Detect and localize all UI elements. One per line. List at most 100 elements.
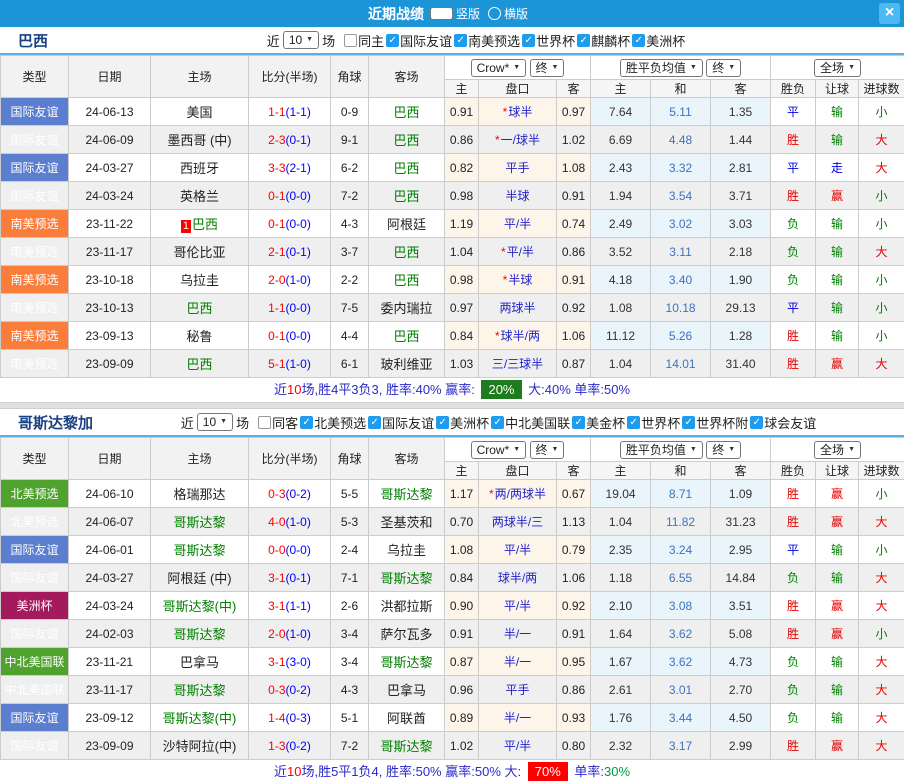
cell-corners: 6-2 [331, 154, 369, 182]
summary-segment: 大: [525, 382, 545, 397]
summary-segment: 20% [481, 380, 521, 399]
summary-segment: 赢率: [442, 382, 479, 397]
checkbox-checked-icon[interactable]: ✓ [454, 34, 467, 47]
filter-checkbox[interactable]: ✓世界杯附 [682, 413, 748, 432]
cell-result-wdl: 负 [771, 704, 816, 732]
filter-checkbox[interactable]: ✓南美预选 [454, 31, 520, 50]
checkbox-checked-icon[interactable]: ✓ [368, 416, 381, 429]
star-marker: * [503, 105, 508, 119]
cell-home-odds: 0.98 [445, 266, 479, 294]
checkbox-checked-icon[interactable]: ✓ [491, 416, 504, 429]
radio-horizontal-icon[interactable] [488, 7, 501, 20]
cell-result-handicap: 输 [816, 536, 859, 564]
filter-checkbox[interactable]: ✓麒麟杯 [577, 31, 630, 50]
handicap-value: 平/半 [504, 543, 531, 557]
checkbox-checked-icon[interactable]: ✓ [750, 416, 763, 429]
cell-home-team: 美国 [151, 98, 249, 126]
fulltime-score: 1-1 [268, 105, 285, 119]
cell-home-team: 秘鲁 [151, 322, 249, 350]
checkbox-label: 世界杯附 [696, 413, 748, 432]
close-button[interactable]: × [879, 3, 900, 24]
cell-handicap: *平/半 [479, 238, 557, 266]
scope-value: 全场 [820, 442, 844, 458]
checkbox-unchecked-icon[interactable] [344, 34, 357, 47]
games-count-select[interactable]: 10▼ [283, 31, 319, 49]
avg-select[interactable]: 胜平负均值▼ [620, 441, 703, 459]
checkbox-checked-icon[interactable]: ✓ [632, 34, 645, 47]
away-team-name: 阿联酋 [387, 711, 426, 726]
cell-date: 24-06-10 [69, 480, 151, 508]
filter-checkbox[interactable]: ✓美洲杯 [632, 31, 685, 50]
cell-result-goals: 小 [859, 536, 904, 564]
col-type: 类型 [1, 56, 69, 98]
filter-checkbox[interactable]: 同主 [344, 31, 384, 50]
filter-checkbox[interactable]: ✓美金杯 [572, 413, 625, 432]
cell-result-handicap: 赢 [816, 620, 859, 648]
odds-final-select[interactable]: 终▼ [530, 441, 565, 459]
checkbox-checked-icon[interactable]: ✓ [572, 416, 585, 429]
cell-match-type: 南美预选 [1, 210, 69, 238]
scope-select[interactable]: 全场▼ [814, 59, 861, 77]
fulltime-score: 5-1 [268, 357, 285, 371]
chevron-down-icon: ▼ [306, 32, 313, 48]
cell-avg-home: 4.18 [591, 266, 651, 294]
cell-result-handicap: 输 [816, 676, 859, 704]
fulltime-score: 0-1 [268, 217, 285, 231]
halftime-score: (0-0) [286, 543, 311, 557]
cell-away-odds: 0.67 [557, 480, 591, 508]
checkbox-checked-icon[interactable]: ✓ [627, 416, 640, 429]
subcol-result-goals: 进球数 [859, 80, 904, 98]
away-team-name: 哥斯达黎 [380, 739, 432, 754]
checkbox-checked-icon[interactable]: ✓ [522, 34, 535, 47]
filter-checkbox[interactable]: ✓国际友谊 [368, 413, 434, 432]
checkbox-checked-icon[interactable]: ✓ [300, 416, 313, 429]
filter-checkbox[interactable]: ✓北美预选 [300, 413, 366, 432]
filter-checkbox[interactable]: ✓中北美国联 [491, 413, 570, 432]
checkbox-label: 美洲杯 [646, 31, 685, 50]
cell-match-type: 美洲杯 [1, 592, 69, 620]
filter-checkbox[interactable]: ✓球会友谊 [750, 413, 816, 432]
avg-final-select[interactable]: 终▼ [706, 59, 741, 77]
odds-final-select[interactable]: 终▼ [530, 59, 565, 77]
checkbox-checked-icon[interactable]: ✓ [682, 416, 695, 429]
cell-home-odds: 0.98 [445, 182, 479, 210]
cell-avg-draw: 3.02 [651, 210, 711, 238]
scope-select[interactable]: 全场▼ [814, 441, 861, 459]
checkbox-checked-icon[interactable]: ✓ [386, 34, 399, 47]
cell-avg-draw: 3.32 [651, 154, 711, 182]
halftime-score: (1-0) [286, 627, 311, 641]
filter-checkbox[interactable]: ✓世界杯 [627, 413, 680, 432]
cell-avg-draw: 14.01 [651, 350, 711, 378]
radio-horizontal-label[interactable]: 横版 [504, 5, 528, 22]
cell-avg-home: 11.12 [591, 322, 651, 350]
games-count-select[interactable]: 10▼ [197, 413, 233, 431]
cell-avg-home: 1.64 [591, 620, 651, 648]
checkbox-checked-icon[interactable]: ✓ [436, 416, 449, 429]
games-count-value: 10 [289, 32, 302, 48]
cell-result-wdl: 胜 [771, 480, 816, 508]
cell-avg-home: 2.49 [591, 210, 651, 238]
odds-company-select[interactable]: Crow*▼ [471, 59, 527, 77]
checkbox-checked-icon[interactable]: ✓ [577, 34, 590, 47]
odds-final-value: 终 [536, 442, 548, 458]
radio-vertical-icon[interactable] [430, 7, 453, 20]
odds-company-select[interactable]: Crow*▼ [471, 441, 527, 459]
cell-avg-draw: 5.11 [651, 98, 711, 126]
home-team-name: 沙特阿拉(中) [163, 739, 237, 754]
cell-result-handicap: 输 [816, 648, 859, 676]
cell-avg-away: 31.40 [711, 350, 771, 378]
avg-select[interactable]: 胜平负均值▼ [620, 59, 703, 77]
filter-checkbox[interactable]: ✓国际友谊 [386, 31, 452, 50]
checkbox-unchecked-icon[interactable] [258, 416, 271, 429]
radio-vertical-label[interactable]: 竖版 [456, 5, 480, 22]
filter-checkbox[interactable]: ✓世界杯 [522, 31, 575, 50]
cell-home-team: 哥伦比亚 [151, 238, 249, 266]
cell-corners: 0-9 [331, 98, 369, 126]
filter-checkbox[interactable]: 同客 [258, 413, 298, 432]
cell-corners: 9-1 [331, 126, 369, 154]
filter-checkbox[interactable]: ✓美洲杯 [436, 413, 489, 432]
cell-home-team: 巴西 [151, 294, 249, 322]
cell-away-odds: 0.74 [557, 210, 591, 238]
avg-final-select[interactable]: 终▼ [706, 441, 741, 459]
